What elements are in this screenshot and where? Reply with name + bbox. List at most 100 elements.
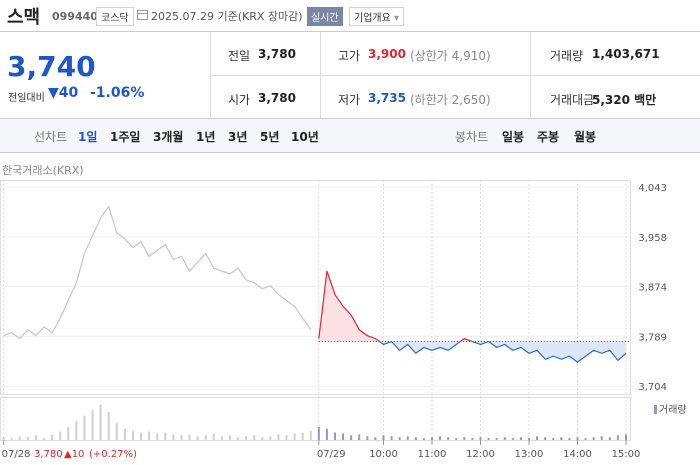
quote-label: 저가 xyxy=(338,93,361,107)
x-tick-label: 11:00 xyxy=(418,449,447,460)
quote-label: 시가 xyxy=(228,93,251,107)
volume-bar xyxy=(204,435,207,440)
volume-bar xyxy=(325,428,328,440)
volume-bar xyxy=(536,436,539,440)
x-tick-label: 15:00 xyxy=(612,449,641,460)
x-tick-label: 07/28 xyxy=(2,449,31,460)
volume-bar xyxy=(479,437,482,440)
volume-bar xyxy=(196,436,199,440)
quote-label: 전일 xyxy=(228,49,251,63)
volume-bar xyxy=(261,437,264,440)
quote-label: 거래대금 xyxy=(550,93,595,107)
footer-rate: (+0.27%) xyxy=(89,449,137,460)
candle-tab[interactable]: 주봉 xyxy=(537,130,560,144)
period-tab[interactable]: 1일 xyxy=(78,130,98,144)
period-tab[interactable]: 1주일 xyxy=(110,130,141,144)
volume-bar xyxy=(624,434,627,440)
price-line-up xyxy=(318,270,490,342)
volume-bar xyxy=(237,437,240,440)
volume-bar xyxy=(463,437,466,440)
current-price: 3,740 xyxy=(7,50,96,83)
volume-bar xyxy=(212,433,215,440)
volume-legend: 거래량 xyxy=(659,404,687,416)
volume-bar xyxy=(471,438,474,440)
quote-value: 3,900 xyxy=(368,47,406,61)
plot-frame xyxy=(0,180,631,395)
volume-bar xyxy=(285,435,288,440)
volume-bar xyxy=(568,438,571,440)
volume-bar xyxy=(83,415,86,440)
volume-frame xyxy=(0,397,631,441)
volume-bar xyxy=(277,434,280,440)
volume-bar xyxy=(26,437,29,440)
volume-bar xyxy=(156,433,159,440)
volume-bar xyxy=(600,436,603,440)
volume-bar xyxy=(10,438,13,440)
calendar-icon xyxy=(137,10,148,20)
divider xyxy=(0,31,700,32)
candle-tab[interactable]: 일봉 xyxy=(502,130,525,144)
realtime-button[interactable]: 실시간 xyxy=(307,7,343,26)
volume-bar xyxy=(148,431,151,440)
volume-bar xyxy=(172,434,175,440)
volume-bar xyxy=(608,437,611,440)
volume-bar xyxy=(487,438,490,440)
candle-chart-label: 봉차트 xyxy=(455,130,489,144)
volume-bar xyxy=(188,434,191,440)
footer-price: 3,780 xyxy=(34,449,63,460)
period-tab[interactable]: 5년 xyxy=(260,130,280,144)
volume-bar xyxy=(51,434,54,440)
period-tab[interactable]: 10년 xyxy=(291,130,319,144)
line-chart-label: 선차트 xyxy=(34,130,68,144)
quote-label: 거래량 xyxy=(550,49,584,63)
quote-limit: (상한가 4,910) xyxy=(410,49,491,63)
x-tick-label: 12:00 xyxy=(466,449,495,460)
divider xyxy=(210,75,700,76)
volume-bar xyxy=(115,423,118,440)
stock-code: 099440 xyxy=(52,10,98,23)
quote-value: 3,780 xyxy=(258,47,296,61)
company-label: 기업개요 xyxy=(354,13,391,24)
volume-bar xyxy=(592,437,595,440)
volume-bar xyxy=(59,431,62,440)
volume-bar xyxy=(317,426,320,440)
volume-bar xyxy=(552,438,555,440)
volume-bar xyxy=(301,432,304,440)
volume-bar xyxy=(398,437,401,440)
volume-bar xyxy=(18,436,21,440)
candle-tab[interactable]: 월봉 xyxy=(574,130,597,144)
price-line xyxy=(3,205,312,340)
market-badge: 코스닥 xyxy=(96,7,134,26)
period-tab[interactable]: 3년 xyxy=(228,130,248,144)
footer-change: ▲10 xyxy=(64,449,84,460)
quote-value: 5,320 백만 xyxy=(592,93,657,107)
period-tab[interactable]: 3개월 xyxy=(153,130,184,144)
period-tab[interactable]: 1년 xyxy=(196,130,216,144)
change-rate: -1.06% xyxy=(90,85,145,101)
volume-bar xyxy=(67,426,70,440)
volume-bar xyxy=(350,435,353,440)
volume-bar xyxy=(131,430,134,440)
volume-bar xyxy=(334,432,337,440)
volume-bar xyxy=(616,435,619,440)
volume-bar xyxy=(358,434,361,440)
volume-bar xyxy=(342,433,345,440)
volume-bar xyxy=(75,421,78,440)
source: 한국거래소(KRX) xyxy=(2,164,84,177)
volume-bar xyxy=(228,435,231,440)
volume-bar xyxy=(519,437,522,440)
quote-limit: (하한가 2,650) xyxy=(410,93,491,107)
x-tick-label: 10:00 xyxy=(369,449,398,460)
volume-bar xyxy=(2,437,5,440)
area-up xyxy=(318,271,473,342)
x-tick-label: 07/29 xyxy=(317,449,346,460)
volume-bar xyxy=(164,432,167,440)
volume-bar xyxy=(107,412,110,440)
volume-bar xyxy=(511,438,514,440)
change-label: 전일대비 xyxy=(8,93,45,104)
volume-bar xyxy=(560,437,563,440)
company-button[interactable]: 기업개요 ▾ xyxy=(349,7,405,26)
